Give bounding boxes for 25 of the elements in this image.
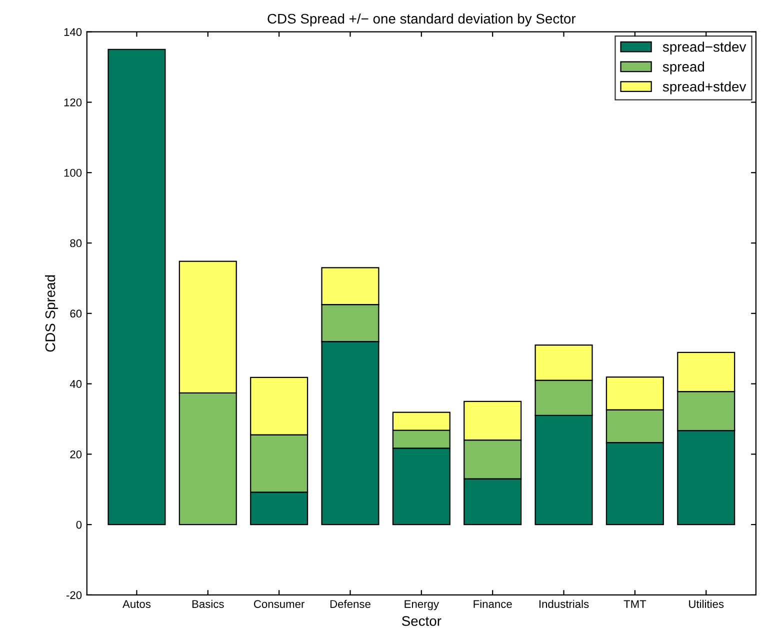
y-tick-label: 80	[70, 239, 82, 248]
y-axis-title: CDS Spread	[44, 275, 58, 352]
x-tick-label: Consumer	[254, 600, 305, 608]
x-tick-label: Energy	[404, 600, 439, 610]
legend-label: spread	[662, 61, 704, 74]
x-tick-label: Utilities	[689, 600, 724, 608]
y-tick-label: -20	[66, 591, 82, 600]
x-tick-label: Defense	[330, 600, 370, 608]
y-tick-label: 20	[70, 450, 82, 458]
y-tick-label: 60	[70, 310, 82, 318]
y-tick-label: 140	[64, 28, 82, 36]
x-tick-label: Finance	[474, 600, 512, 608]
x-axis-title: Sector	[402, 616, 442, 626]
y-tick-label: 40	[70, 380, 82, 388]
y-tick-label: 100	[64, 168, 82, 177]
chart-title: CDS Spread +/− one standard deviation by Sector	[268, 13, 576, 26]
legend-label: spread+stdev	[662, 81, 746, 94]
bar	[108, 48, 166, 526]
x-tick-label: TMT	[624, 600, 646, 608]
legend-label: spread−stdev	[662, 42, 746, 55]
y-tick-label: 120	[64, 98, 82, 106]
x-tick-label: Autos	[122, 600, 151, 608]
y-tick-label: 0	[76, 520, 82, 529]
x-tick-label: Basics	[192, 600, 224, 608]
x-tick-label: Industrials	[539, 600, 589, 608]
